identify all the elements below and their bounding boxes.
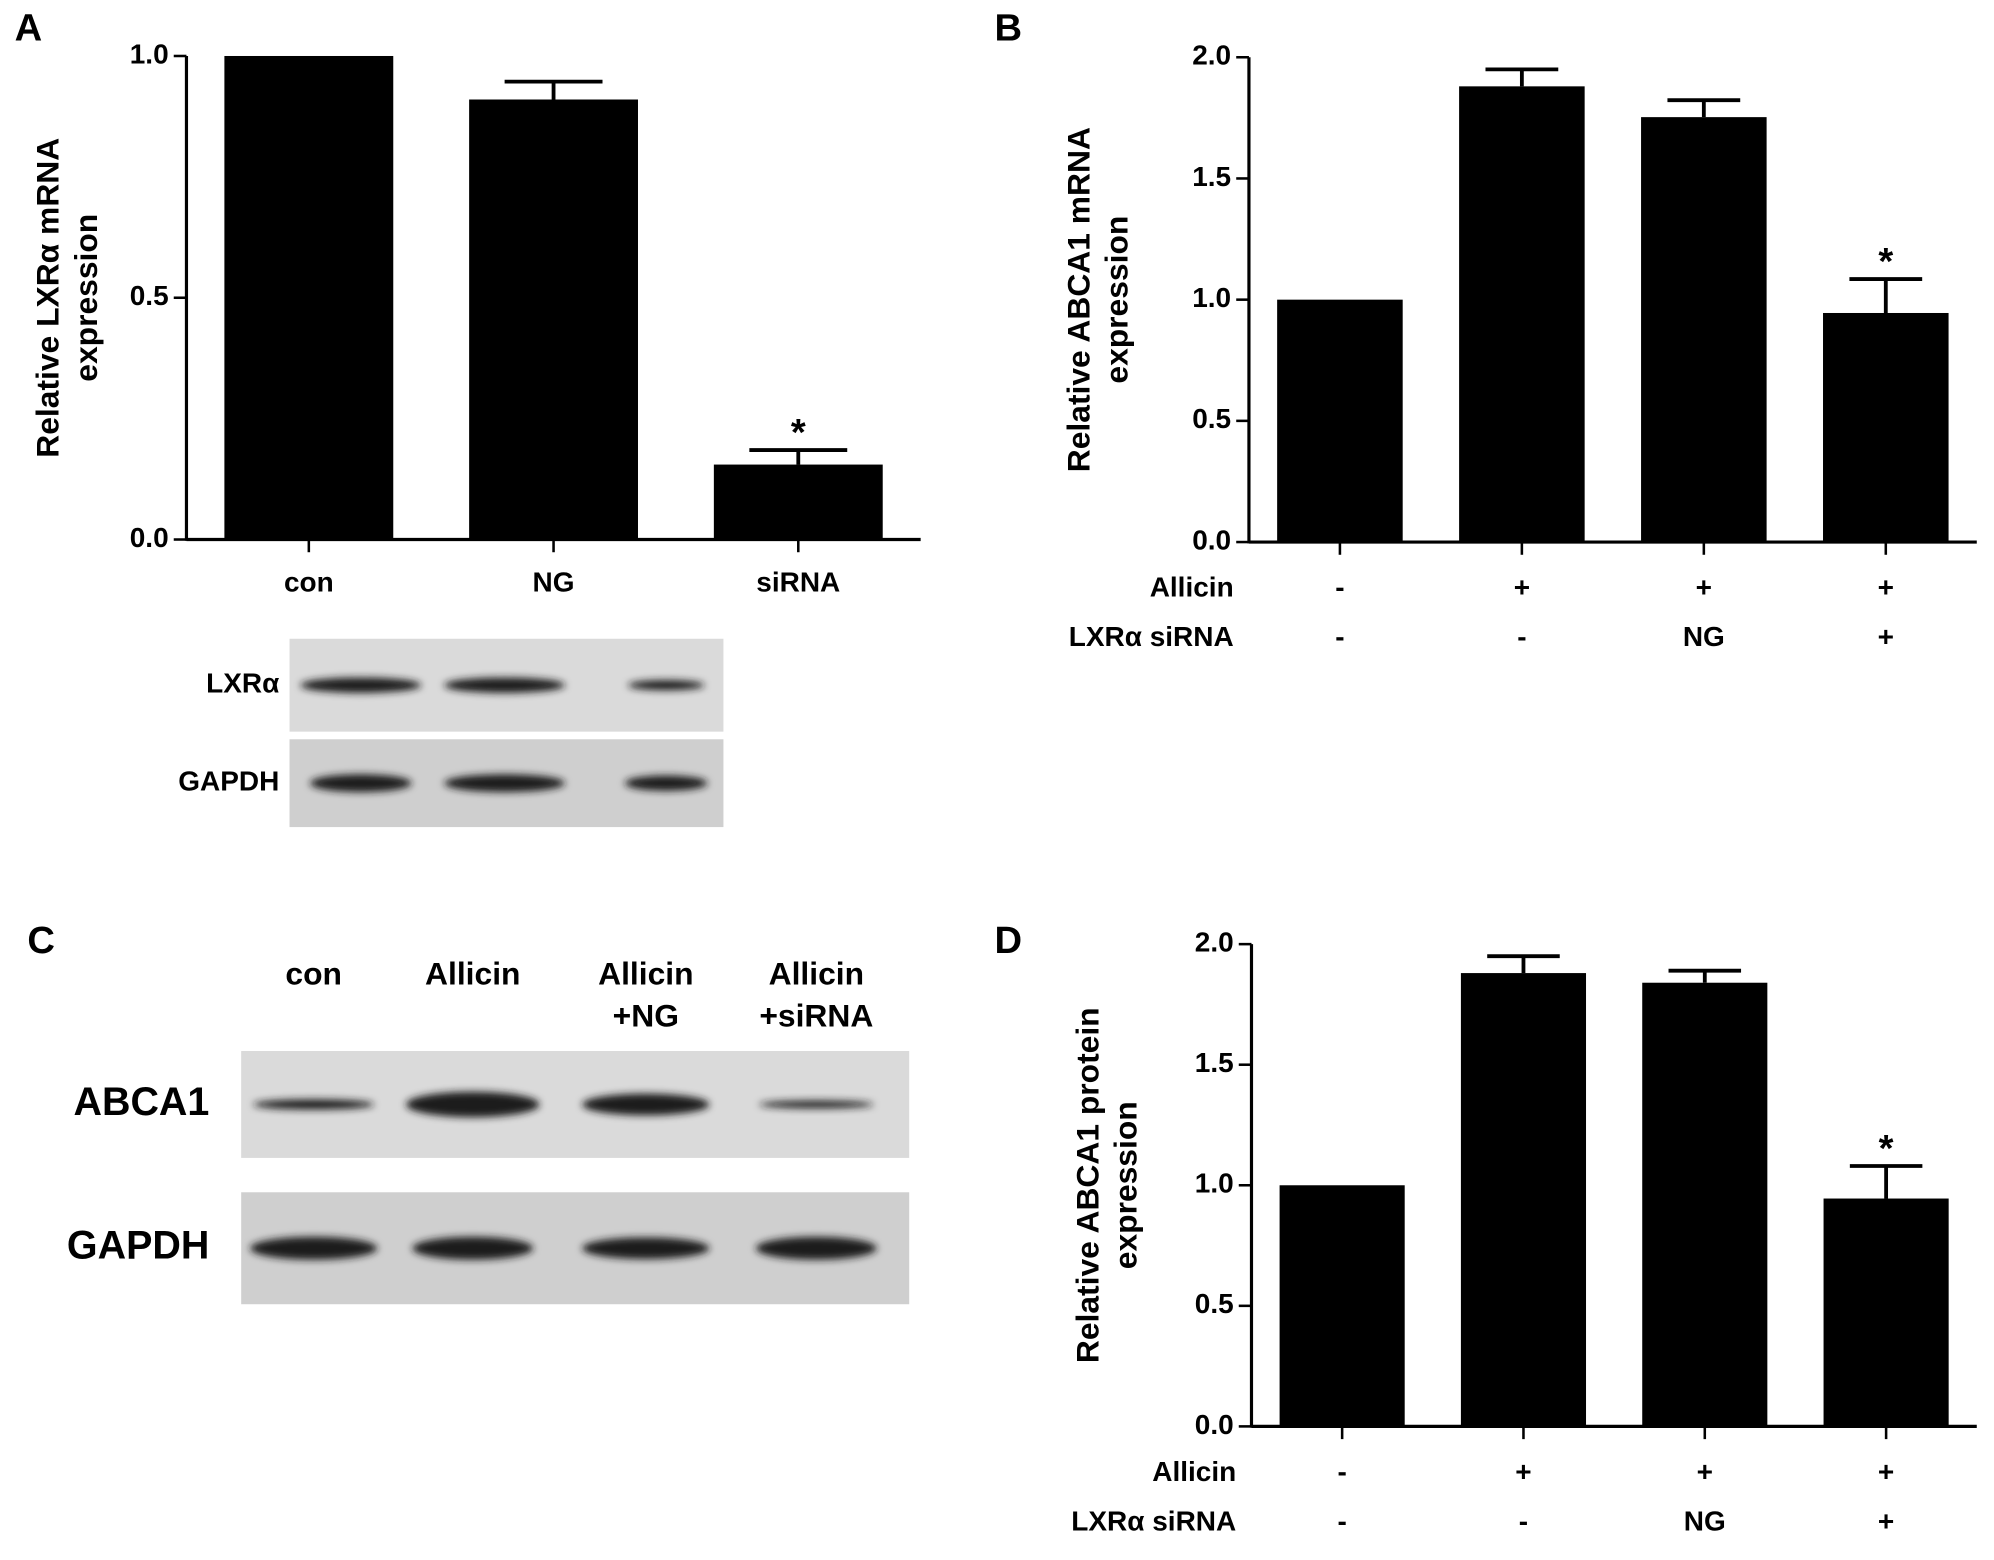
- blot-band: [582, 1237, 710, 1260]
- x-tick-label: +: [1697, 1456, 1713, 1487]
- y-tick-label: 0.5: [130, 280, 169, 311]
- y-axis-title-line: expression: [1099, 216, 1135, 384]
- y-axis-title-line: Relative ABCA1 protein: [1069, 1007, 1105, 1363]
- blot-band: [250, 1236, 378, 1260]
- y-tick-label: 1.5: [1195, 1047, 1234, 1078]
- row-label: Allicin: [1152, 1456, 1236, 1487]
- y-tick-label: 0.5: [1195, 1288, 1234, 1319]
- bar: [1823, 312, 1949, 543]
- y-tick-label: 1.5: [1192, 161, 1231, 192]
- y-tick-label: 1.0: [130, 38, 169, 69]
- y-axis-title-line: expression: [68, 214, 104, 382]
- x-tick-label: +: [1878, 1456, 1894, 1487]
- blot-band: [624, 775, 708, 791]
- blot-band: [582, 1093, 710, 1116]
- y-tick-label: 0.5: [1192, 403, 1231, 434]
- y-tick-label: 2.0: [1192, 40, 1231, 71]
- y-tick-label: 1.0: [1195, 1168, 1234, 1199]
- y-tick-label: 0.0: [130, 522, 169, 553]
- y-axis-title-line: Relative ABCA1 mRNA: [1060, 127, 1096, 472]
- blot-row-label: GAPDH: [67, 1224, 209, 1268]
- y-tick-label: 1.0: [1192, 282, 1231, 313]
- blot-row-label: ABCA1: [74, 1080, 210, 1124]
- blot-row-label: LXRα: [206, 668, 279, 699]
- x-tick-label: NG: [533, 566, 575, 597]
- bar: [713, 464, 883, 540]
- bar: [1459, 86, 1585, 543]
- blot-band: [759, 1100, 874, 1109]
- x-tick-label: +: [1514, 572, 1530, 603]
- x-tick-label: -: [1517, 621, 1526, 652]
- row-label: Allicin: [1150, 572, 1234, 603]
- lane-label: Allicin: [425, 955, 520, 991]
- panel-label: A: [15, 7, 43, 50]
- blot-row-label: GAPDH: [178, 766, 279, 797]
- panel-label: C: [27, 919, 55, 962]
- x-tick-label: siRNA: [756, 566, 840, 597]
- bar: [224, 55, 394, 540]
- x-tick-label: +: [1878, 1505, 1894, 1536]
- x-tick-label: NG: [1683, 621, 1725, 652]
- blot-band: [309, 774, 412, 793]
- blot-band: [444, 774, 566, 793]
- y-axis-title-line: expression: [1107, 1101, 1143, 1269]
- blot-band: [755, 1236, 877, 1260]
- significance-mark: *: [1879, 1127, 1894, 1170]
- x-tick-label: +: [1878, 621, 1894, 652]
- y-axis-title: Relative LXRα mRNA expression: [30, 138, 104, 458]
- x-tick-label: NG: [1684, 1505, 1726, 1536]
- blot-band: [253, 1099, 375, 1110]
- blot-band: [412, 1236, 534, 1260]
- y-tick-label: 0.0: [1192, 524, 1231, 555]
- lane-label: con: [285, 955, 342, 991]
- bar: [1277, 299, 1403, 543]
- x-tick-label: -: [1335, 572, 1344, 603]
- y-tick-label: 0.0: [1195, 1409, 1234, 1440]
- x-tick-label: -: [1335, 621, 1344, 652]
- x-tick-label: +: [1878, 572, 1894, 603]
- x-tick-label: -: [1519, 1505, 1528, 1536]
- panel-label: B: [994, 7, 1022, 50]
- y-axis-title-line: Relative LXRα mRNA: [30, 138, 66, 458]
- bar: [1460, 973, 1587, 1427]
- x-tick-label: +: [1515, 1456, 1531, 1487]
- bar: [1823, 1198, 1949, 1427]
- x-tick-label: -: [1337, 1456, 1346, 1487]
- x-tick-label: +: [1696, 572, 1712, 603]
- bar: [469, 99, 638, 540]
- bar: [1641, 117, 1767, 543]
- x-tick-label: -: [1337, 1505, 1346, 1536]
- lane-label: Allicin: [598, 955, 693, 991]
- panel-label: D: [994, 919, 1022, 962]
- bar: [1279, 1185, 1405, 1427]
- significance-mark: *: [1878, 240, 1893, 283]
- blot-band: [300, 677, 422, 693]
- y-tick-label: 2.0: [1195, 927, 1234, 958]
- row-label: LXRα siRNA: [1069, 621, 1234, 652]
- y-axis-title: Relative ABCA1 mRNA expression: [1060, 127, 1134, 472]
- blot-band: [444, 677, 566, 693]
- lane-label: Allicin: [769, 955, 864, 991]
- y-axis-title: Relative ABCA1 protein expression: [1069, 1007, 1143, 1363]
- row-label: LXRα siRNA: [1071, 1505, 1236, 1536]
- bar: [1642, 982, 1768, 1427]
- x-tick-label: con: [284, 566, 334, 597]
- lane-label: +NG: [613, 997, 679, 1033]
- lane-label: +siRNA: [759, 997, 873, 1033]
- blot-band: [405, 1091, 540, 1118]
- blot-band: [627, 680, 705, 691]
- significance-mark: *: [791, 411, 806, 454]
